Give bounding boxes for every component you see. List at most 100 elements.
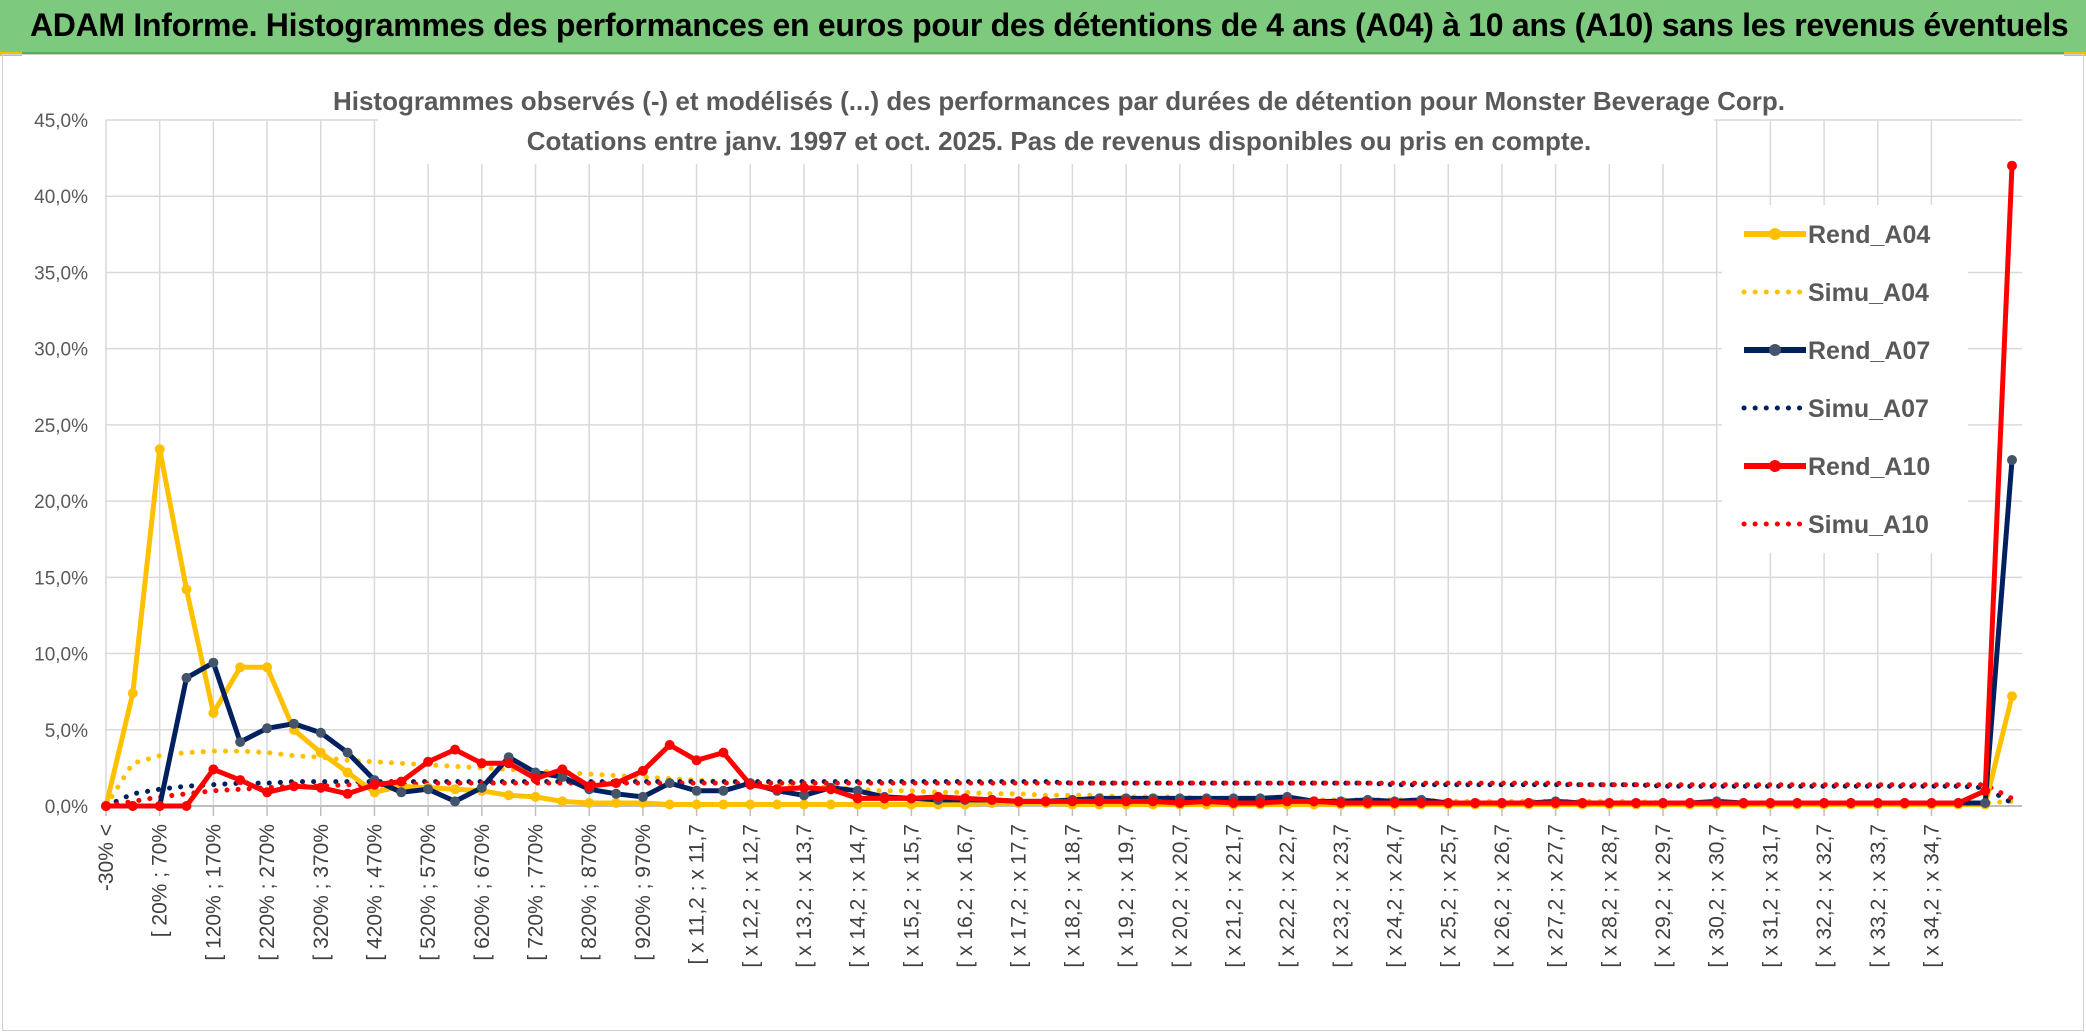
data-point — [933, 791, 944, 802]
data-point — [611, 788, 622, 799]
data-point — [315, 727, 326, 738]
data-point — [1282, 796, 1293, 807]
data-point — [1738, 798, 1749, 808]
data-point — [1872, 798, 1883, 808]
data-point — [637, 765, 648, 776]
data-point — [637, 791, 648, 802]
data-point — [691, 755, 702, 766]
data-point — [691, 799, 702, 810]
data-point — [1067, 796, 1078, 807]
x-tick-label: [ 420% ; 470% — [363, 824, 386, 961]
data-point — [2007, 691, 2017, 702]
chart-title-background — [378, 80, 1714, 164]
data-point — [1443, 798, 1454, 808]
data-point — [906, 793, 917, 804]
x-tick-label: [ x 32,2 ; x 32,7 — [1813, 824, 1836, 968]
data-point — [342, 767, 353, 778]
data-point — [369, 787, 380, 798]
data-point — [1953, 798, 1964, 808]
data-point — [1040, 796, 1051, 807]
data-point — [745, 779, 756, 790]
data-point — [1684, 798, 1695, 808]
data-point — [101, 801, 111, 811]
x-tick-label: [ x 25,2 ; x 25,7 — [1437, 824, 1460, 968]
data-point — [1148, 796, 1158, 807]
data-point — [127, 688, 138, 699]
report-banner: ADAM Informe. Histogrammes des performan… — [0, 0, 2086, 54]
data-point — [208, 708, 219, 718]
data-point — [1819, 798, 1830, 808]
x-tick-label: [ x 14,2 ; x 14,7 — [847, 824, 870, 968]
data-point — [986, 794, 997, 805]
data-point — [127, 801, 138, 811]
data-point — [503, 758, 514, 769]
data-point — [1470, 798, 1481, 808]
x-tick-label: [ x 24,2 ; x 24,7 — [1384, 824, 1407, 968]
x-tick-label: [ 20% ; 70% — [149, 824, 172, 937]
data-point — [1899, 798, 1910, 808]
y-axis: 0,0% 5,0% 10,0% 15,0% 20,0% 25,0% 30,0% 35,0% 40… — [34, 111, 88, 818]
x-tick-label: [ x 11,2 ; x 11,7 — [686, 824, 709, 964]
data-point — [450, 796, 460, 807]
data-point — [1980, 785, 1991, 796]
legend-item-Simu_A10: Simu_A10 — [1741, 511, 1929, 539]
data-point — [1389, 798, 1400, 808]
x-tick-label: [ 520% ; 570% — [417, 824, 440, 961]
data-point — [476, 782, 487, 793]
chart-subtitle: Cotations entre janv. 1997 et oct. 2025.… — [527, 126, 1591, 156]
x-tick-label: [ 320% ; 370% — [310, 824, 333, 961]
data-point — [235, 775, 246, 786]
data-point — [718, 747, 729, 758]
x-tick-label: [ x 27,2 ; x 27,7 — [1545, 824, 1568, 968]
data-point — [235, 662, 246, 673]
data-point — [584, 781, 595, 792]
x-tick-label: [ x 29,2 ; x 29,7 — [1652, 824, 1675, 968]
data-point — [1658, 798, 1668, 808]
data-point — [1255, 798, 1266, 808]
series-line — [103, 748, 2015, 809]
data-point — [1711, 798, 1722, 808]
data-point — [825, 799, 836, 810]
x-tick-label: [ x 19,2 ; x 19,7 — [1115, 824, 1138, 968]
data-point — [262, 662, 273, 673]
y-tick-label: 15,0% — [34, 568, 88, 589]
data-point — [879, 793, 890, 804]
x-tick-label: [ x 31,2 ; x 31,7 — [1759, 824, 1782, 968]
data-point — [960, 793, 970, 804]
data-point — [584, 798, 595, 808]
data-point — [1335, 798, 1346, 808]
data-point — [1121, 796, 1132, 807]
data-point — [235, 737, 246, 747]
data-point — [1094, 796, 1105, 807]
x-tick-label: -30% < — [95, 824, 118, 891]
data-point — [423, 784, 434, 795]
y-tick-label: 0,0% — [45, 797, 88, 818]
data-point — [2007, 160, 2017, 171]
series-Rend_A10 — [101, 160, 2017, 811]
legend-label: Rend_A07 — [1808, 337, 1930, 365]
x-tick-label: [ x 22,2 ; x 22,7 — [1276, 824, 1299, 968]
legend-item-Rend_A10: Rend_A10 — [1744, 453, 1930, 481]
x-tick-label: [ x 20,2 ; x 20,7 — [1169, 824, 1192, 968]
data-point — [342, 747, 353, 758]
data-point — [1228, 798, 1239, 808]
y-tick-label: 45,0% — [34, 111, 88, 132]
legend-item-Rend_A04: Rend_A04 — [1744, 221, 1930, 249]
data-point — [1577, 798, 1588, 808]
series-line — [103, 780, 2015, 809]
x-tick-label: [ x 21,2 ; x 21,7 — [1222, 824, 1245, 968]
chart-title: Histogrammes observés (-) et modélisés (… — [333, 86, 1785, 116]
x-tick-label: [ 220% ; 270% — [256, 824, 279, 961]
data-point — [315, 747, 326, 758]
data-point — [530, 773, 541, 784]
x-tick-label: [ x 26,2 ; x 26,7 — [1491, 824, 1514, 968]
data-point — [799, 799, 809, 810]
data-point — [288, 781, 299, 792]
data-point — [1792, 798, 1803, 808]
legend-label: Rend_A10 — [1808, 453, 1930, 481]
data-point — [1845, 798, 1856, 808]
x-tick-label: [ x 23,2 ; x 23,7 — [1330, 824, 1353, 968]
y-tick-label: 20,0% — [34, 492, 88, 513]
data-point — [1174, 798, 1185, 808]
